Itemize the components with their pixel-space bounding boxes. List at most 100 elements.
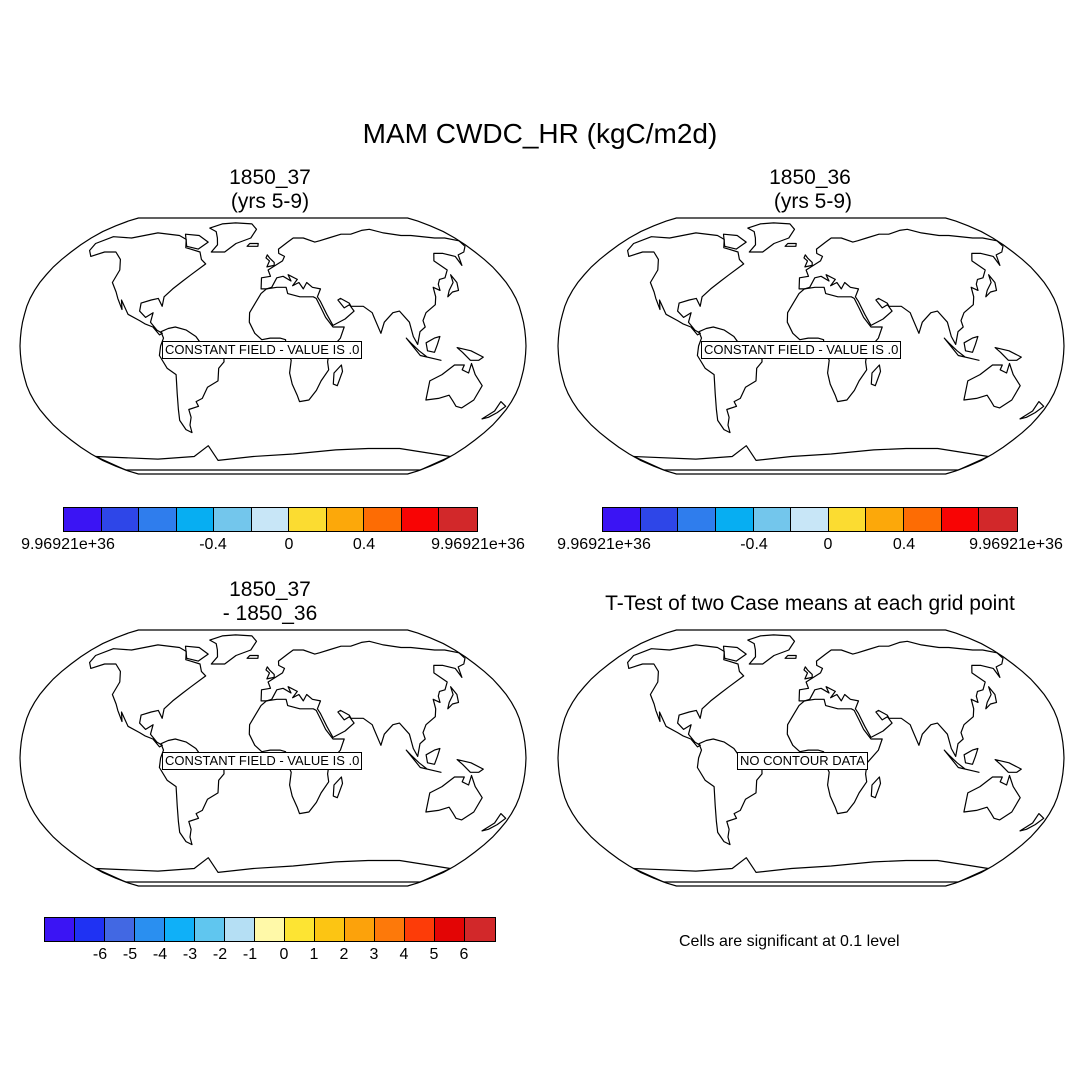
- coastline-australia: [425, 362, 483, 409]
- cb3-box-6: [225, 918, 255, 941]
- coastline-australia: [963, 774, 1021, 821]
- cb3-box-9: [315, 918, 345, 941]
- panel-3-message: CONSTANT FIELD - VALUE IS .0: [162, 752, 363, 770]
- coastline-indonesia: [943, 337, 980, 361]
- cb3-box-0: [45, 918, 75, 941]
- coastline-greenland: [747, 634, 796, 665]
- cb2-box-5: [791, 508, 829, 531]
- coastline-eurasia: [260, 228, 466, 345]
- cb3-box-3: [135, 918, 165, 941]
- coastline-uk: [803, 666, 813, 680]
- cb1-box-5: [251, 508, 290, 531]
- cb3-labels-tick-10: 4: [399, 946, 409, 963]
- cb1-box-2: [139, 508, 177, 531]
- coastline-iceland: [246, 654, 259, 659]
- coastline-iceland: [784, 654, 797, 659]
- coastline-borneo: [425, 747, 441, 765]
- cb3-labels-tick-5: -1: [242, 946, 258, 963]
- cb2-box-6: [828, 508, 867, 531]
- cb2-box-2: [678, 508, 716, 531]
- coastline-new-guinea: [994, 347, 1022, 361]
- coastline-north-america: [627, 232, 745, 336]
- coastline-japan: [447, 274, 460, 298]
- panel-3-title-line2: - 1850_36: [222, 602, 318, 625]
- cb1-labels-tick-2: 0: [284, 536, 294, 553]
- panel-2-title-line2: (yrs 5-9): [768, 190, 852, 213]
- panel-1-title: 1850_37 (yrs 5-9): [170, 166, 370, 214]
- panel-2-title-line1: 1850_36: [769, 166, 851, 189]
- colorbar-panel-1: [63, 507, 478, 532]
- figure-title: MAM CWDC_HR (kgC/m2d): [362, 118, 718, 149]
- cb2-box-1: [640, 508, 679, 531]
- coastline-borneo: [963, 335, 979, 353]
- coastline-eurasia: [798, 228, 1004, 345]
- coastline-australia: [963, 362, 1021, 409]
- coastline-uk: [265, 254, 275, 268]
- coastline-baffin: [722, 645, 747, 662]
- cb1-box-10: [439, 508, 477, 531]
- cb1-box-0: [64, 508, 102, 531]
- cb3-labels-tick-8: 2: [339, 946, 349, 963]
- coastline-madagascar: [332, 364, 344, 387]
- coastline-madagascar: [870, 364, 882, 387]
- coastline-greenland: [747, 222, 796, 253]
- cb2-box-3: [715, 508, 754, 531]
- cb2-box-9: [941, 508, 980, 531]
- panel-4-message: NO CONTOUR DATA: [737, 752, 868, 770]
- cb3-box-8: [285, 918, 315, 941]
- cb3-box-14: [465, 918, 495, 941]
- coastline-iceland: [784, 242, 797, 247]
- coastline-madagascar: [870, 776, 882, 799]
- coastline-indonesia: [405, 337, 442, 361]
- coastline-indonesia: [405, 749, 442, 773]
- cb3-labels-tick-11: 5: [429, 946, 439, 963]
- coastline-baffin: [722, 233, 747, 250]
- cb1-box-7: [326, 508, 365, 531]
- panel-1-title-line1: 1850_37: [229, 166, 311, 189]
- coastline-iceland: [246, 242, 259, 247]
- cb1-labels-tick-1: -0.4: [199, 536, 227, 553]
- panel-1-title-line2: (yrs 5-9): [230, 190, 310, 213]
- coastline-north-america: [627, 644, 745, 748]
- coastline-eurasia: [798, 640, 1004, 757]
- cb2-box-8: [904, 508, 942, 531]
- cb1-box-8: [364, 508, 402, 531]
- coastline-greenland: [209, 222, 258, 253]
- colorbar-panel-3: [44, 917, 496, 942]
- coastline-japan: [985, 274, 998, 298]
- cb3-labels-tick-7: 1: [309, 946, 319, 963]
- coastline-japan: [985, 686, 998, 710]
- panel-2-title: 1850_36 (yrs 5-9): [710, 166, 910, 214]
- cb2-box-0: [603, 508, 641, 531]
- significance-note: Cells are significant at 0.1 level: [679, 933, 900, 950]
- coastline-antarctica: [633, 445, 989, 471]
- cb1-box-1: [101, 508, 140, 531]
- panel-4-title-line1: T-Test of two Case means at each grid po…: [605, 592, 1015, 615]
- coastline-antarctica: [633, 857, 989, 883]
- cb3-box-1: [75, 918, 105, 941]
- coastline-madagascar: [332, 776, 344, 799]
- coastline-borneo: [425, 335, 441, 353]
- coastline-baffin: [184, 233, 209, 250]
- coastline-antarctica: [95, 857, 451, 883]
- coastline-indonesia: [943, 749, 980, 773]
- cb1-box-6: [289, 508, 327, 531]
- panel-4-title: T-Test of two Case means at each grid po…: [560, 592, 1060, 616]
- cb3-box-13: [435, 918, 465, 941]
- cb3-labels-tick-6: 0: [279, 946, 289, 963]
- cb2-box-7: [866, 508, 904, 531]
- cb3-labels-tick-4: -2: [212, 946, 228, 963]
- cb2-labels-tick-2: 0: [823, 536, 833, 553]
- cb1-box-4: [214, 508, 252, 531]
- cb2-labels-tick-0: 9.96921e+36: [557, 536, 651, 553]
- coastline-australia: [425, 774, 483, 821]
- cb3-box-10: [345, 918, 375, 941]
- cb3-box-12: [405, 918, 435, 941]
- cb1-box-9: [401, 508, 440, 531]
- coastline-new-zealand: [1019, 813, 1045, 832]
- cb3-box-11: [375, 918, 405, 941]
- cb3-labels-tick-9: 3: [369, 946, 379, 963]
- coastline-antarctica: [95, 445, 451, 471]
- cb3-box-7: [255, 918, 285, 941]
- coastline-japan: [447, 686, 460, 710]
